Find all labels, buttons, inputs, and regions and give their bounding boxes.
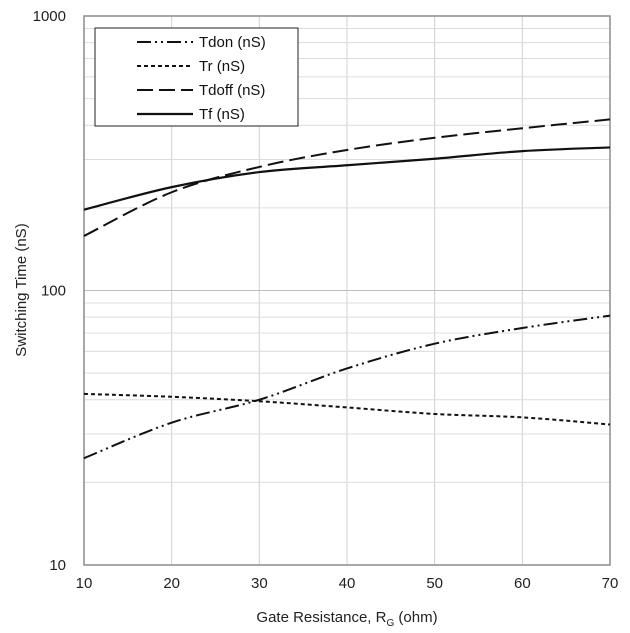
plot-area-border: [83, 15, 611, 566]
x-tick-label: 70: [602, 575, 619, 592]
y-tick-label: 100: [41, 283, 66, 300]
legend-box: [94, 27, 299, 127]
legend-label-tf: Tf (nS): [199, 106, 245, 123]
x-tick-label: 60: [514, 575, 531, 592]
x-tick-label: 30: [251, 575, 268, 592]
legend-label-tr: Tr (nS): [199, 58, 245, 75]
x-axis-label: Gate Resistance, RG (ohm): [256, 609, 437, 629]
legend-label-tdon: Tdon (nS): [199, 34, 266, 51]
x-axis-label-main: Gate Resistance, R: [256, 609, 386, 626]
x-axis-label-subscript: G: [386, 618, 394, 629]
x-axis-label-suffix: (ohm): [394, 609, 437, 626]
tick-labels: 10 20 30 40 50 60 70 10 100 1000: [33, 8, 619, 592]
x-tick-label: 40: [339, 575, 356, 592]
legend-label-tdoff: Tdoff (nS): [199, 82, 265, 99]
x-tick-label: 50: [426, 575, 443, 592]
series-line-tdon: [83, 314, 611, 460]
series-line-tdoff: [83, 118, 611, 237]
x-tick-label: 10: [76, 575, 93, 592]
legend: Tdon (nS) Tr (nS) Tdoff (nS) Tf (nS): [94, 27, 299, 127]
y-tick-label: 1000: [33, 8, 66, 25]
series-line-tf: [83, 146, 611, 211]
y-axis-label: Switching Time (nS): [13, 223, 30, 356]
x-tick-label: 20: [163, 575, 180, 592]
series-line-tr: [83, 392, 611, 426]
y-tick-label: 10: [49, 557, 66, 574]
series-lines: [83, 118, 611, 460]
